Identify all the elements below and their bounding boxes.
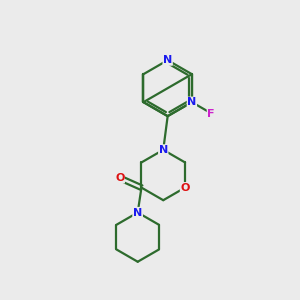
- Text: N: N: [159, 145, 168, 155]
- Text: N: N: [187, 97, 196, 107]
- Text: N: N: [133, 208, 142, 218]
- Text: O: O: [115, 173, 124, 183]
- Text: N: N: [163, 55, 172, 65]
- Text: N: N: [133, 208, 142, 218]
- Text: F: F: [207, 109, 215, 119]
- Text: O: O: [180, 183, 190, 193]
